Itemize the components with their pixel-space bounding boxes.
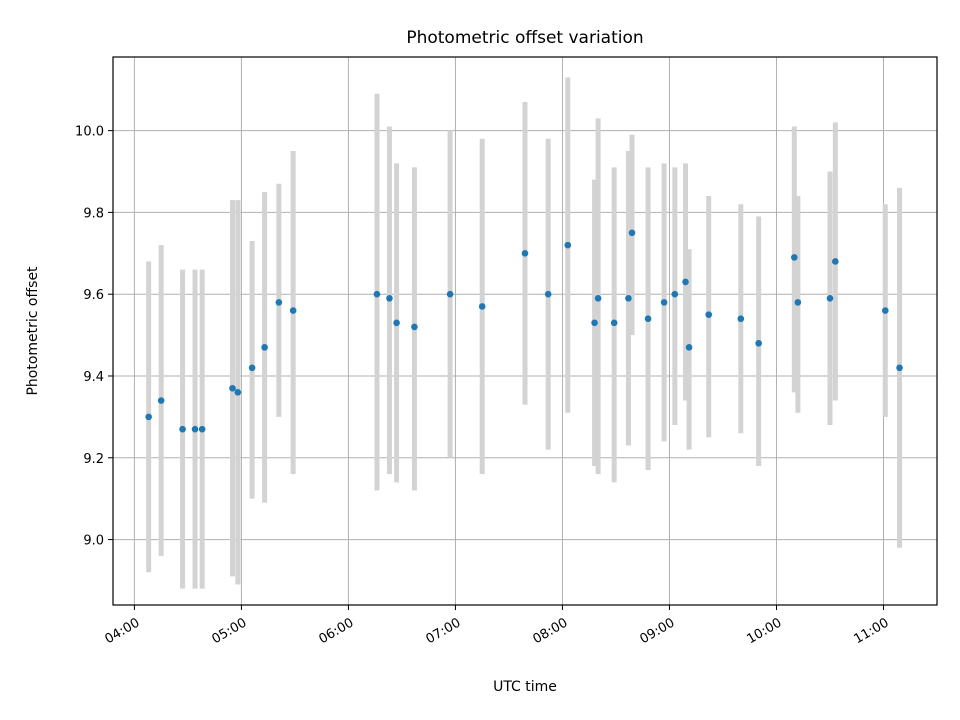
data-point: [705, 311, 713, 318]
data-point: [881, 307, 889, 314]
data-point: [179, 425, 186, 433]
chart-title: Photometric offset variation: [406, 28, 643, 48]
x-axis-label: UTC time: [493, 679, 557, 695]
data-point: [755, 339, 762, 347]
data-point: [393, 319, 400, 327]
error-bars: [146, 77, 903, 589]
plot-frame: [112, 56, 938, 606]
data-point: [564, 241, 572, 249]
y-tick-label: 10.0: [75, 125, 104, 140]
y-tick-label: 9.2: [83, 452, 104, 467]
data-point: [832, 258, 839, 265]
x-tick-label: 09:00: [638, 615, 678, 647]
data-point: [544, 290, 552, 298]
data-point: [373, 290, 381, 298]
data-point: [386, 294, 393, 302]
data-point: [791, 254, 798, 261]
y-tick-label: 9.4: [83, 370, 104, 385]
data-point: [794, 299, 802, 306]
data-point: [594, 294, 602, 302]
x-tick-label: 04:00: [102, 615, 142, 647]
data-point: [446, 290, 454, 298]
data-point: [737, 315, 745, 323]
data-point: [682, 278, 689, 286]
data-point: [896, 364, 903, 372]
y-tick-label: 9.6: [83, 288, 104, 303]
data-point: [521, 249, 529, 257]
data-point: [685, 344, 693, 351]
x-tick-label: 11:00: [852, 615, 892, 647]
x-tick-label: 07:00: [423, 615, 463, 647]
data-points: [145, 229, 903, 433]
x-tick-label: 05:00: [209, 615, 249, 647]
y-tick-label: 9.8: [83, 206, 104, 221]
data-point: [157, 397, 165, 404]
y-axis-label: Photometric offset: [25, 266, 41, 396]
data-point: [644, 315, 652, 323]
x-tick-label: 08:00: [531, 615, 571, 647]
data-point: [411, 323, 418, 331]
data-point: [234, 389, 242, 396]
data-point: [826, 294, 834, 302]
y-tick-label: 9.0: [83, 534, 104, 549]
data-point: [198, 425, 206, 433]
data-point: [145, 413, 152, 421]
data-point: [591, 319, 598, 327]
data-point: [625, 294, 632, 302]
data-point: [248, 364, 256, 372]
data-point: [191, 425, 199, 433]
data-point: [671, 290, 679, 298]
data-point: [628, 229, 636, 237]
data-point: [478, 303, 486, 310]
x-tick-label: 10:00: [745, 615, 785, 647]
data-point: [660, 299, 668, 306]
data-point: [261, 344, 268, 351]
data-point: [289, 307, 297, 314]
data-point: [275, 299, 283, 306]
data-point: [610, 319, 618, 327]
data-point: [229, 384, 236, 392]
x-tick-label: 06:00: [316, 615, 356, 647]
